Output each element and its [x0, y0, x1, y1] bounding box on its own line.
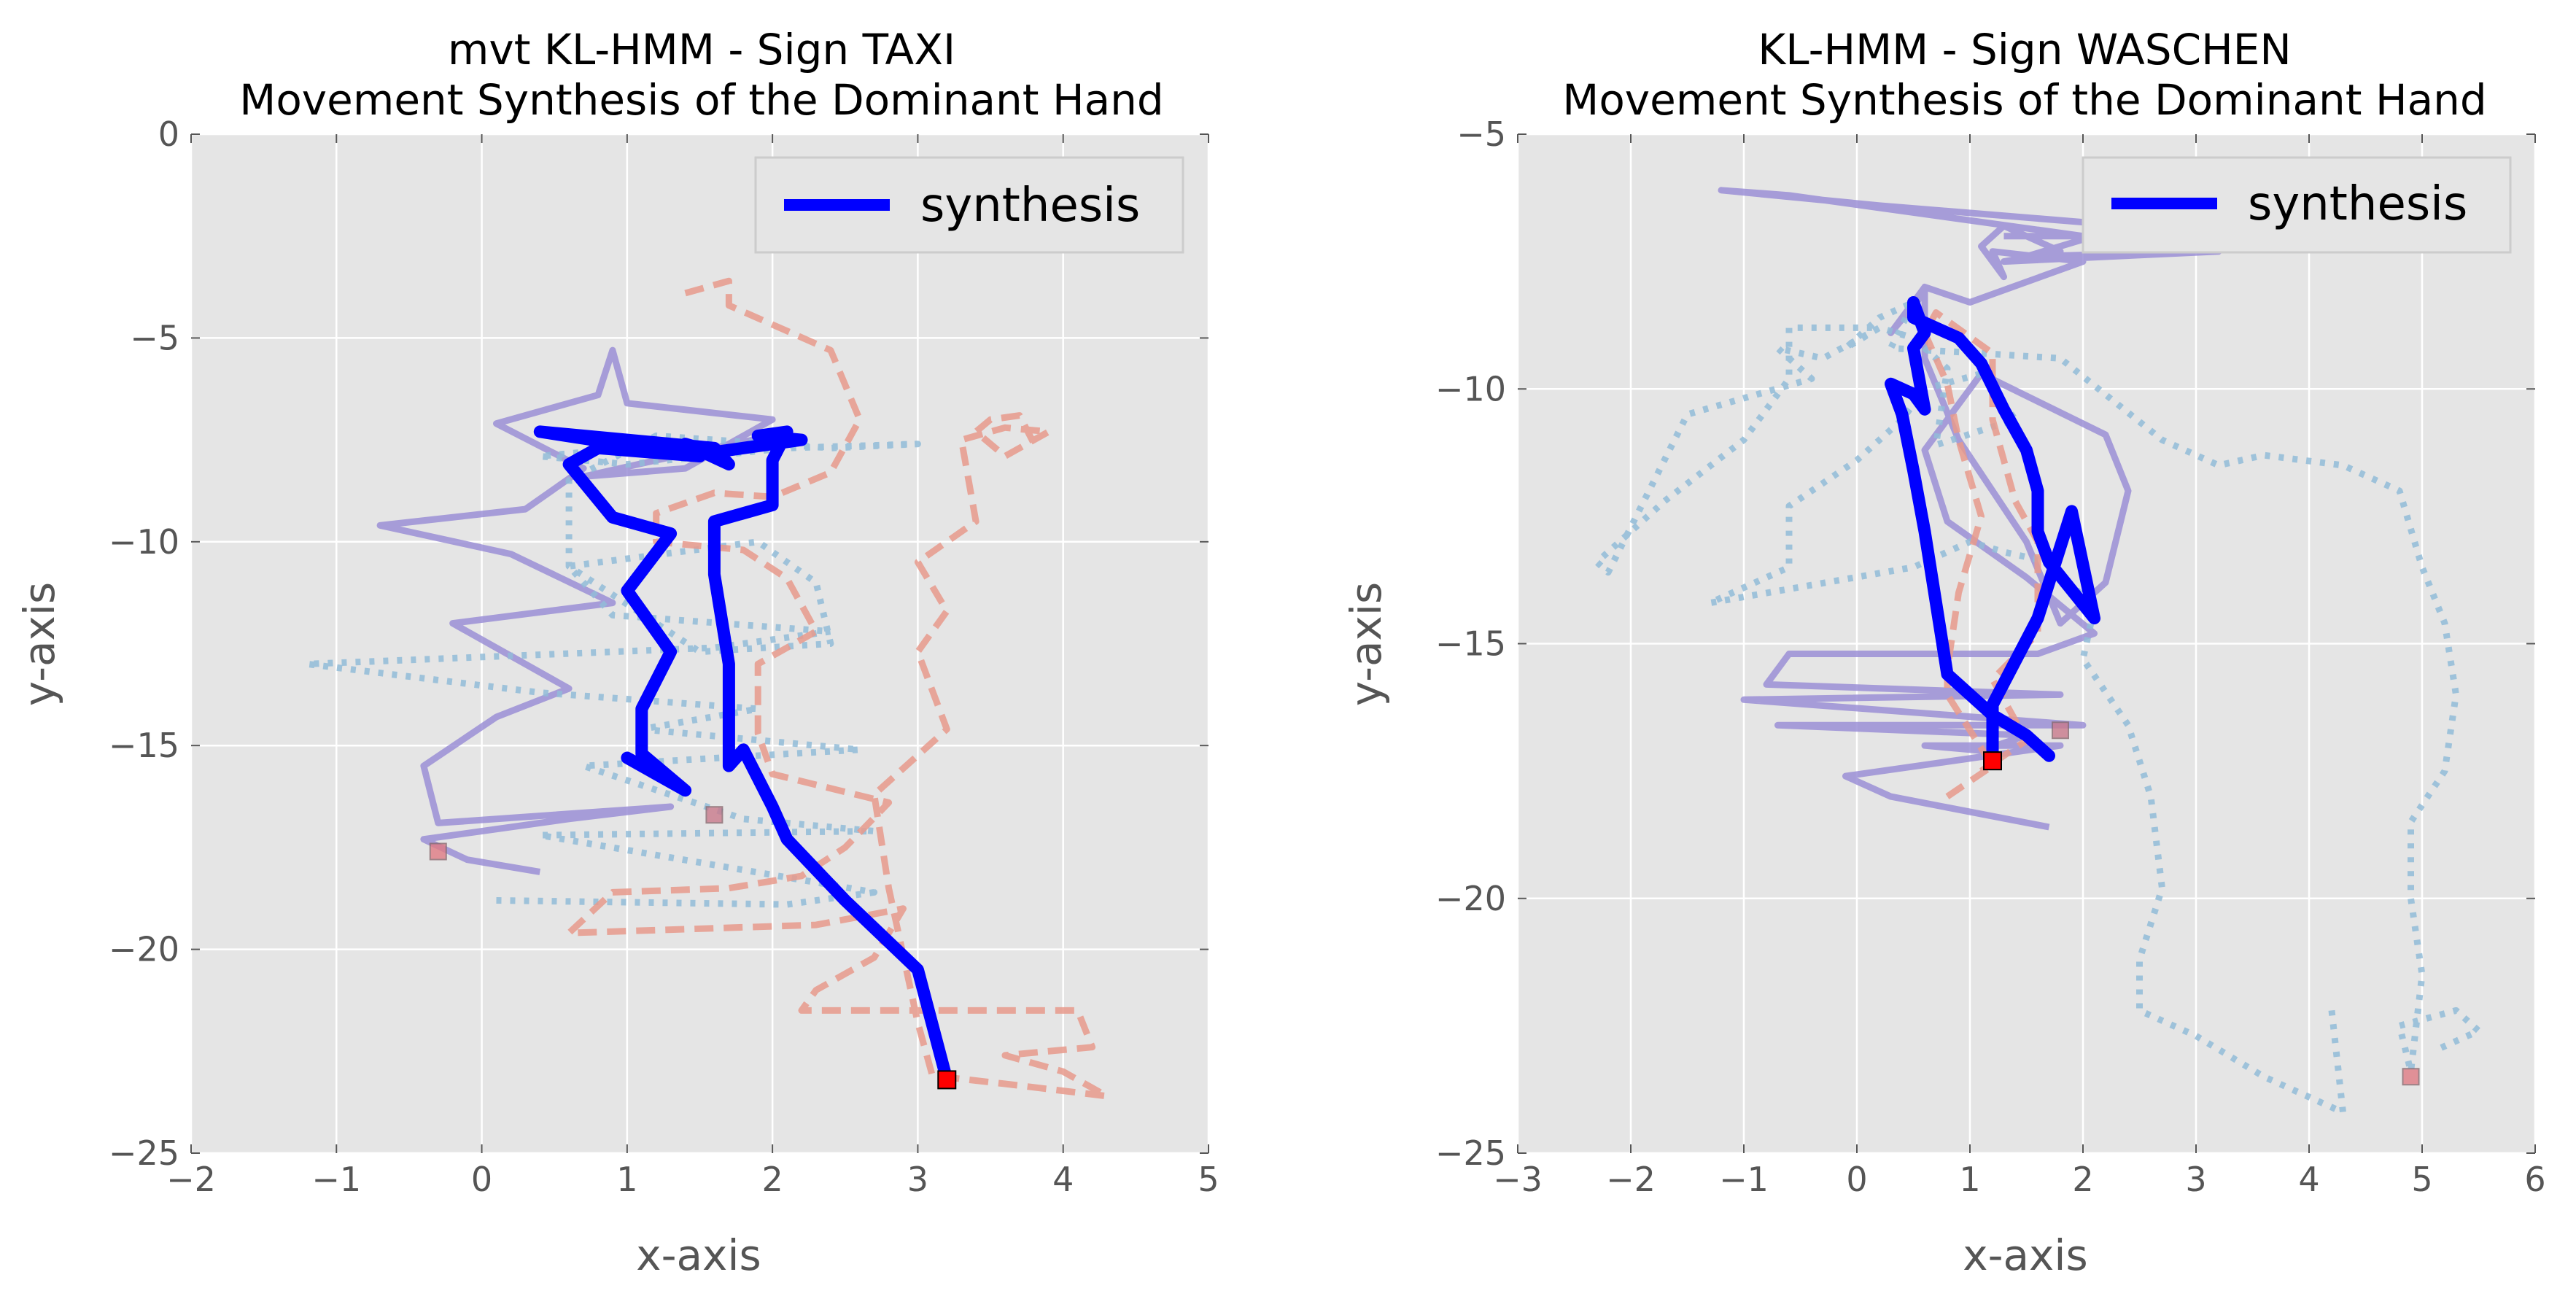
y-tick-label: 0: [158, 115, 179, 154]
marker-group: [429, 806, 957, 1090]
chart-title-line2: Movement Synthesis of the Dominant Hand: [239, 75, 1163, 125]
y-tick-label: −5: [130, 318, 179, 357]
x-tick-label: 4: [1052, 1160, 1074, 1199]
chart-title-line1: mvt KL-HMM - Sign TAXI: [448, 25, 955, 74]
series-line-reference-solid: [376, 346, 776, 875]
y-tick-labels: −5 −10 −15 −20 −25: [1435, 115, 1506, 1173]
x-tick-label: 3: [2185, 1160, 2206, 1199]
series-line-synthesis: [1885, 296, 2100, 767]
y-tick-label: −15: [109, 726, 179, 765]
chart-panel-waschen: KL-HMM - Sign WASCHEN Movement Synthesis…: [1341, 25, 2546, 1280]
x-tick-label: 4: [2298, 1160, 2319, 1199]
x-tick-labels: −3 −2 −1 0 1 2 3 4 5 6: [1493, 1160, 2546, 1199]
tick-marks: [190, 133, 1209, 1154]
x-tick-label: 1: [1959, 1160, 1980, 1199]
x-tick-label: −2: [166, 1160, 216, 1199]
y-tick-label: −25: [109, 1133, 179, 1173]
x-tick-label: 6: [2524, 1160, 2545, 1199]
series-line-reference-dashed: [565, 277, 1110, 1100]
series-group: [303, 277, 1110, 1100]
y-tick-label: −20: [1435, 879, 1506, 918]
y-tick-label: −25: [1435, 1133, 1506, 1173]
x-tick-labels: −2 −1 0 1 2 3 4 5: [166, 1160, 1219, 1199]
grid-lines: [190, 133, 1210, 1155]
marker-start-faded: [429, 842, 447, 861]
x-axis-label: x-axis: [1963, 1230, 2087, 1280]
tick-marks: [1517, 133, 2536, 1154]
y-tick-label: −5: [1456, 115, 1506, 154]
marker-group: [1983, 721, 2420, 1086]
y-tick-labels: 0 −5 −10 −15 −20 −25: [109, 115, 179, 1173]
series-line-reference-dotted: [303, 433, 921, 908]
chart-panel-taxi: mvt KL-HMM - Sign TAXI Movement Synthesi…: [15, 25, 1219, 1280]
y-tick-label: −10: [109, 522, 179, 562]
x-tick-label: 2: [2072, 1160, 2093, 1199]
x-tick-label: 3: [907, 1160, 928, 1199]
legend: synthesis: [754, 156, 1184, 254]
series-line-synthesis: [533, 425, 953, 1086]
y-tick-label: −15: [1435, 624, 1506, 664]
marker-end: [937, 1070, 957, 1090]
x-tick-label: 2: [762, 1160, 783, 1199]
x-tick-label: 5: [1198, 1160, 1219, 1199]
marker-start-faded: [705, 806, 723, 824]
y-axis-label: y-axis: [15, 582, 64, 706]
x-tick-label: −1: [311, 1160, 361, 1199]
chart-title-line1: KL-HMM - Sign WASCHEN: [1758, 25, 2292, 74]
y-axis-label: y-axis: [1341, 582, 1391, 706]
legend-label-synthesis: synthesis: [920, 179, 1140, 233]
x-tick-label: 5: [2411, 1160, 2432, 1199]
chart-title-line2: Movement Synthesis of the Dominant Hand: [1562, 75, 2486, 125]
series-line-reference-dotted: [1594, 299, 2482, 1116]
x-axis-label: x-axis: [636, 1230, 761, 1280]
series-group: [1594, 187, 2482, 1116]
marker-start-faded: [2402, 1068, 2420, 1086]
y-tick-label: −10: [1435, 369, 1506, 408]
x-tick-label: −1: [1719, 1160, 1769, 1199]
x-tick-label: 0: [1846, 1160, 1867, 1199]
marker-end: [1983, 751, 2002, 771]
y-tick-label: −20: [109, 930, 179, 969]
series-line-reference-solid: [1718, 187, 2222, 831]
x-tick-label: −2: [1606, 1160, 1656, 1199]
marker-start-faded: [2052, 721, 2069, 740]
x-tick-label: 0: [471, 1160, 492, 1199]
x-tick-label: 1: [616, 1160, 637, 1199]
legend-label-synthesis: synthesis: [2248, 177, 2467, 231]
plot-area: [191, 134, 1209, 1153]
x-tick-label: −3: [1493, 1160, 1543, 1199]
legend: synthesis: [2082, 156, 2512, 254]
